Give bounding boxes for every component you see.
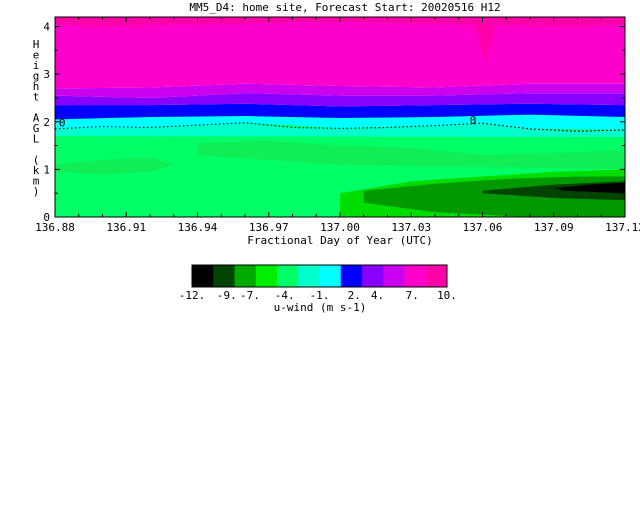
colorbar-swatch <box>277 265 299 287</box>
colorbar-tick-label: -4. <box>275 289 295 302</box>
colorbar-label: u-wind (m s-1) <box>274 301 367 314</box>
colorbar-swatch <box>383 265 405 287</box>
colorbar-tick-label: -12. <box>179 289 206 302</box>
contour-region-12 <box>55 17 625 89</box>
contour-region-9 <box>55 103 625 120</box>
x-tick-label: 137.06 <box>463 221 503 234</box>
y-axis: 0 1 2 3 4 <box>43 21 625 224</box>
chart-title: MM5_D4: home site, Forecast Start: 20020… <box>189 1 500 14</box>
colorbar: -12. -9. -7. -4. -1. 2. 4. 7. 10. <box>179 264 457 302</box>
colorbar-swatch <box>425 265 448 287</box>
colorbar-tick-label: -7. <box>240 289 260 302</box>
colorbar-swatch <box>319 265 342 287</box>
contour-region-8 <box>55 114 625 130</box>
colorbar-tick-label: 4. <box>371 289 384 302</box>
x-tick-label: 137.03 <box>391 221 431 234</box>
x-tick-label: 137.12 <box>605 221 640 234</box>
x-tick-label: 136.94 <box>178 221 218 234</box>
colorbar-swatch <box>213 265 235 287</box>
colorbar-tick-label: 7. <box>406 289 419 302</box>
x-tick-label: 137.00 <box>320 221 360 234</box>
contour-region-14 <box>470 17 497 63</box>
x-tick-label: 136.88 <box>35 221 75 234</box>
colorbar-tick-label: 2. <box>348 289 361 302</box>
x-tick-label: 136.91 <box>106 221 146 234</box>
colorbar-swatch <box>234 265 257 287</box>
colorbar-tick-label: -1. <box>310 289 330 302</box>
zero-contour-line <box>55 122 625 132</box>
colorbar-swatch <box>192 265 214 287</box>
contour-region-1 <box>55 157 174 175</box>
colorbar-frame <box>191 264 448 288</box>
contour-region-11 <box>55 83 625 98</box>
colorbar-swatch <box>255 265 278 287</box>
x-tick-label: 137.09 <box>534 221 574 234</box>
x-tick-label: 136.97 <box>249 221 289 234</box>
colorbar-tick-label: 10. <box>437 289 457 302</box>
x-axis: 136.88 136.91 136.94 136.97 137.00 137.03 137.… <box>35 17 640 234</box>
y-tick-label: 3 <box>43 68 50 81</box>
contour-region-10 <box>55 93 625 107</box>
contour-label: 0 <box>470 114 477 127</box>
contour-fill-layer <box>55 17 625 217</box>
colorbar-swatch <box>298 265 320 287</box>
contour-region-7 <box>55 122 625 137</box>
y-tick-label: 2 <box>43 116 50 129</box>
contour-region-2 <box>197 140 625 170</box>
contour-label: 0 <box>59 117 66 130</box>
x-axis-label: Fractional Day of Year (UTC) <box>247 234 432 247</box>
contour-region-6 <box>553 182 625 194</box>
y-tick-label: 1 <box>43 163 50 176</box>
colorbar-swatch <box>340 265 363 287</box>
colorbar-tick-label: -9. <box>217 289 237 302</box>
colorbar-swatch <box>404 265 427 287</box>
y-tick-label: 0 <box>43 211 50 224</box>
y-tick-label: 4 <box>43 21 50 34</box>
colorbar-swatch <box>362 265 384 287</box>
